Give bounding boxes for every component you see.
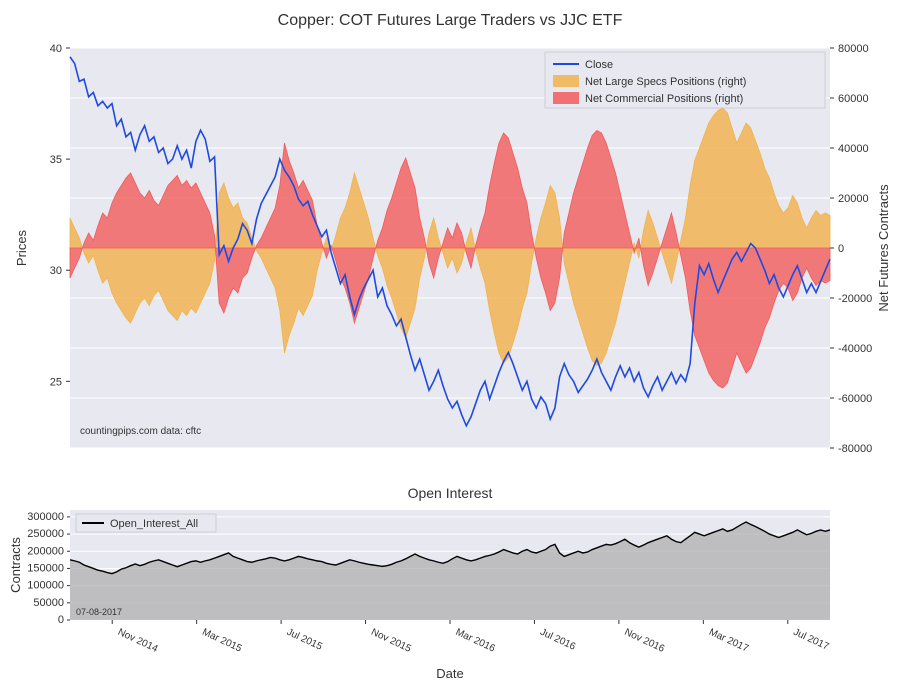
legend-label: Net Commercial Positions (right) <box>585 93 743 105</box>
oi-ytick-label: 150000 <box>27 562 64 574</box>
right-tick-label: 80000 <box>838 43 869 55</box>
oi-ytick-label: 300000 <box>27 511 64 523</box>
right-tick-label: -40000 <box>838 343 872 355</box>
x-axis-label: Date <box>436 666 463 681</box>
x-tick-label: Mar 2015 <box>200 627 243 655</box>
legend-swatch <box>553 75 579 87</box>
oi-ytick-label: 50000 <box>33 597 64 609</box>
right-tick-label: 0 <box>838 243 844 255</box>
oi-ylabel: Contracts <box>8 537 23 593</box>
right-tick-label: -60000 <box>838 393 872 405</box>
x-tick-label: Nov 2014 <box>116 627 160 655</box>
oi-title: Open Interest <box>408 485 493 501</box>
right-tick-label: -20000 <box>838 293 872 305</box>
oi-ytick-label: 100000 <box>27 580 64 592</box>
oi-ytick-label: 250000 <box>27 528 64 540</box>
x-tick-label: Mar 2017 <box>707 627 750 655</box>
x-tick-label: Jul 2015 <box>285 627 324 653</box>
right-tick-label: 40000 <box>838 143 869 155</box>
x-tick-label: Nov 2015 <box>369 627 413 655</box>
main-title: Copper: COT Futures Large Traders vs JJC… <box>278 12 623 29</box>
x-tick-label: Mar 2016 <box>454 627 497 655</box>
x-tick-label: Jul 2016 <box>538 627 577 653</box>
legend-swatch <box>553 92 579 104</box>
oi-legend-label: Open_Interest_All <box>110 518 198 530</box>
legend-label: Close <box>585 59 613 71</box>
attribution-text: countingpips.com data: cftc <box>80 426 201 437</box>
x-tick-label: Jul 2017 <box>792 627 831 653</box>
right-tick-label: 60000 <box>838 93 869 105</box>
left-axis-label: Prices <box>14 229 29 266</box>
left-tick-label: 25 <box>50 376 62 388</box>
right-axis-label: Net Futures Contracts <box>876 184 891 312</box>
left-tick-label: 30 <box>50 265 62 277</box>
oi-date-note: 07-08-2017 <box>76 607 122 617</box>
oi-ytick-label: 200000 <box>27 545 64 557</box>
left-tick-label: 40 <box>50 43 62 55</box>
right-tick-label: -80000 <box>838 443 872 455</box>
x-tick-label: Nov 2016 <box>623 627 667 655</box>
right-tick-label: 20000 <box>838 193 869 205</box>
legend-label: Net Large Specs Positions (right) <box>585 76 746 88</box>
oi-ytick-label: 0 <box>58 614 64 626</box>
left-tick-label: 35 <box>50 154 62 166</box>
chart-canvas: Copper: COT Futures Large Traders vs JJC… <box>0 0 900 700</box>
